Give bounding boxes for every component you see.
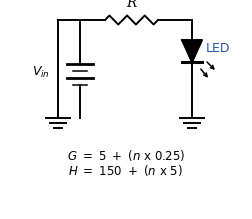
Text: $\mathit{G}\ =\ 5\ +\ (\mathit{n}\ \mathrm{x}\ 0.25)$: $\mathit{G}\ =\ 5\ +\ (\mathit{n}\ \math… — [67, 148, 185, 163]
Text: $V_{in}$: $V_{in}$ — [32, 64, 50, 79]
Text: R: R — [126, 0, 137, 10]
Polygon shape — [182, 40, 202, 62]
Text: LED: LED — [206, 42, 231, 55]
Text: $\mathit{H}\ =\ 150\ +\ (\mathit{n}\ \mathrm{x}\ 5)$: $\mathit{H}\ =\ 150\ +\ (\mathit{n}\ \ma… — [69, 163, 183, 178]
